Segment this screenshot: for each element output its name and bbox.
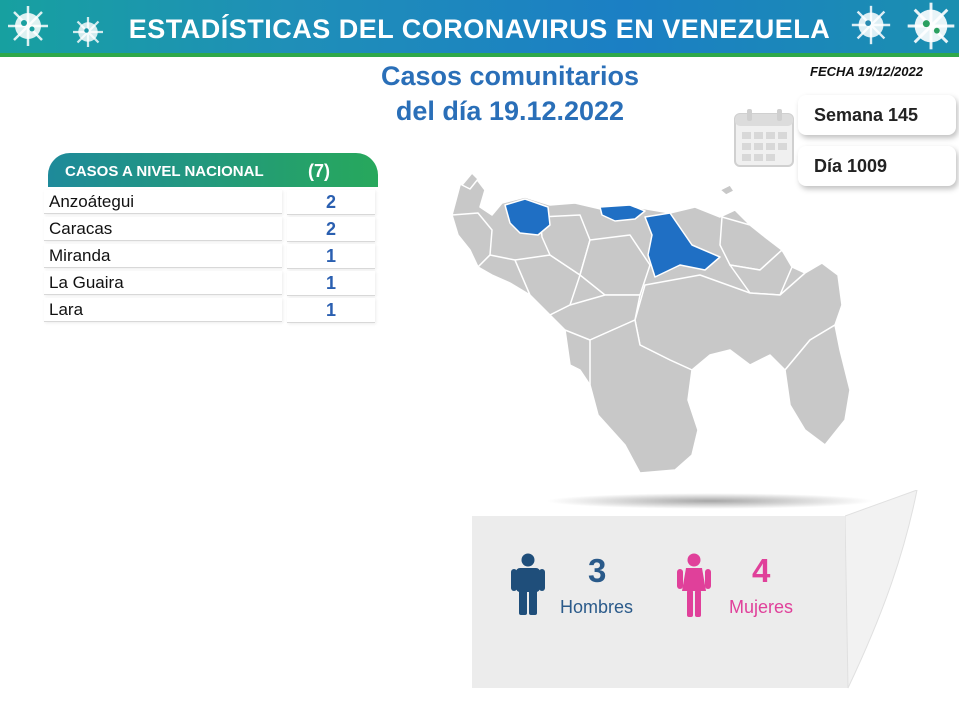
cases-table-title: CASOS A NIVEL NACIONAL [65,163,264,180]
virus-icon [8,6,48,46]
state-cases: 1 [287,271,375,296]
headline-line-2: del día 19.12.2022 [395,96,625,126]
table-row: Miranda 1 [44,244,378,269]
venezuela-map [451,172,851,474]
table-row: Caracas 2 [44,217,378,242]
table-row: La Guaira 1 [44,271,378,296]
state-name: Lara [44,298,282,322]
cases-table-total: (7) [308,161,330,181]
state-cases: 1 [287,244,375,269]
virus-icon [851,5,891,45]
header-banner-stripe [0,53,959,57]
virus-icon [907,2,955,50]
state-name: La Guaira [44,271,282,295]
week-counter: Semana 145 [798,95,956,135]
man-icon [511,553,545,615]
calendar-icon [734,109,794,167]
card-shadow [545,493,875,509]
week-counter-label: Semana 145 [814,105,919,125]
map-state-capital-region [599,204,646,222]
state-name: Caracas [44,217,282,241]
map-state-esequibo [784,324,851,446]
card-fold [845,490,918,689]
map-state-lara [504,198,551,236]
men-count: 3 [588,552,607,589]
men-label: Hombres [560,597,634,617]
map-peninsula [461,172,479,190]
map-island [719,184,735,196]
map-state-apure [549,294,641,341]
virus-icon [73,17,103,47]
state-cases: 1 [287,298,375,323]
table-row: Anzoátegui 2 [44,190,378,215]
map-state-amazonas [589,319,699,474]
state-cases: 2 [287,190,375,215]
women-label: Mujeres [729,597,794,617]
state-cases: 2 [287,217,375,242]
day-counter: Día 1009 [798,146,956,186]
header-banner [0,0,959,57]
page-title: ESTADÍSTICAS DEL CORONAVIRUS EN VENEZUEL… [128,14,831,44]
women-count: 4 [752,552,771,589]
headline-line-1: Casos comunitarios [380,61,640,91]
state-name: Anzoátegui [44,190,282,214]
cases-table: Anzoátegui 2 Caracas 2 Miranda 1 La Guai… [44,190,378,325]
table-row: Lara 1 [44,298,378,323]
woman-icon [677,553,711,617]
map-state-anzoategui [644,212,721,278]
cases-table-header: CASOS A NIVEL NACIONAL (7) [48,153,378,187]
state-name: Miranda [44,244,282,268]
date-label: FECHA 19/12/2022 [810,64,923,79]
day-counter-label: Día 1009 [814,156,888,176]
